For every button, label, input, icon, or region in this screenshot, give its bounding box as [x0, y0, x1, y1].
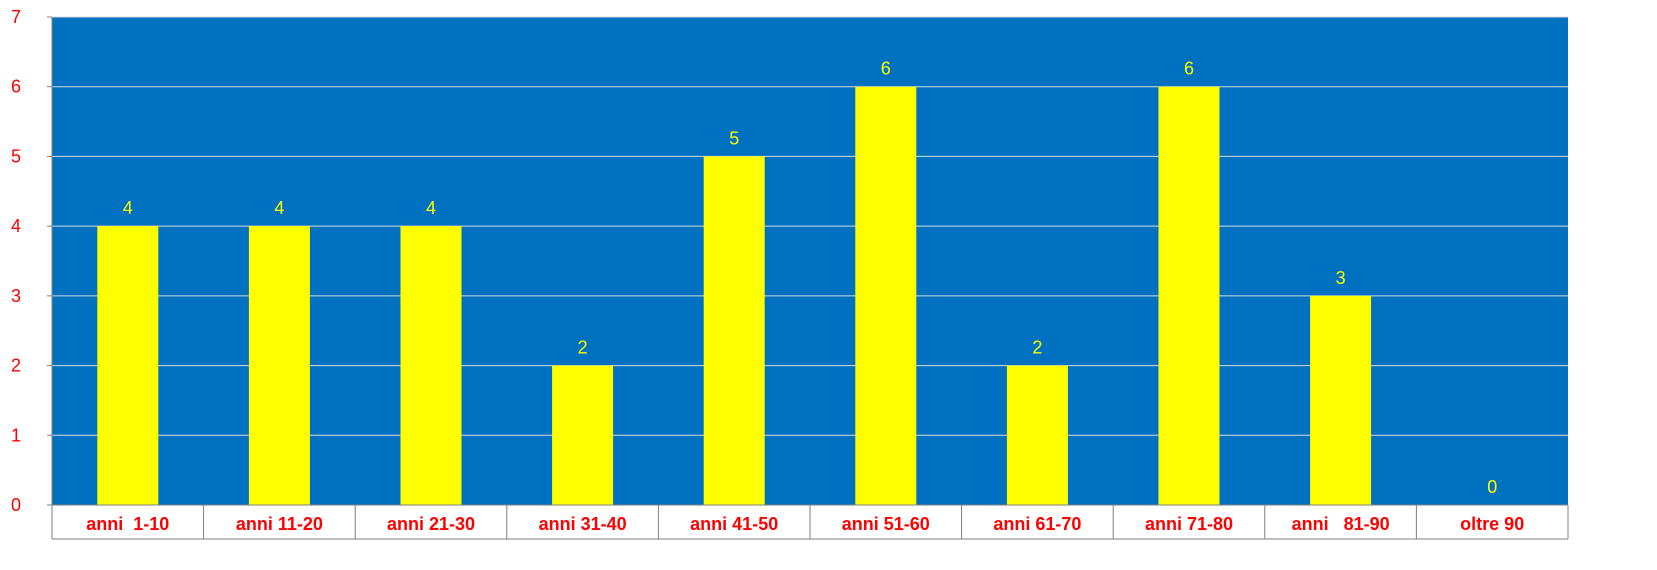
category-label-4: anni 31-40 [539, 514, 627, 534]
y-tick-label-7: 7 [11, 7, 21, 27]
data-label-1: 4 [123, 198, 133, 218]
data-labels: 4 4 4 2 5 6 2 6 3 0 [123, 59, 1497, 497]
category-label-5: anni 41-50 [690, 514, 778, 534]
data-label-10: 0 [1487, 477, 1497, 497]
bar-8 [1158, 86, 1220, 505]
data-label-2: 4 [274, 198, 284, 218]
y-tick-label-6: 6 [11, 77, 21, 97]
y-tick-label-2: 2 [11, 356, 21, 376]
data-label-6: 6 [881, 59, 891, 79]
category-label-6: anni 51-60 [842, 514, 930, 534]
category-label-3: anni 21-30 [387, 514, 475, 534]
data-label-8: 6 [1184, 59, 1194, 79]
data-label-3: 4 [426, 198, 436, 218]
category-label-2: anni 11-20 [236, 514, 323, 534]
category-label-7: anni 61-70 [993, 514, 1081, 534]
x-category-labels: anni 1-10 anni 11-20 anni 21-30 anni 31-40 a… [86, 514, 1524, 534]
data-label-7: 2 [1032, 338, 1042, 358]
y-tick-label-1: 1 [11, 425, 21, 445]
bar-6 [855, 86, 917, 505]
category-label-8: anni 71-80 [1145, 514, 1233, 534]
bars [97, 86, 1372, 505]
category-label-9: anni 81-90 [1292, 514, 1390, 534]
bar-7 [1006, 365, 1068, 505]
category-label-1: anni 1-10 [86, 514, 169, 534]
bar-9 [1310, 295, 1372, 505]
data-label-4: 2 [578, 338, 588, 358]
axes [51, 17, 1569, 540]
bar-1 [97, 226, 159, 505]
data-label-9: 3 [1336, 268, 1346, 288]
bar-4 [552, 365, 614, 505]
category-label-10: oltre 90 [1460, 514, 1524, 534]
bar-3 [400, 226, 462, 505]
bar-5 [703, 156, 765, 505]
data-label-5: 5 [729, 128, 739, 148]
y-tick-labels: 0 1 2 3 4 5 6 7 [11, 7, 52, 515]
y-tick-label-0: 0 [11, 495, 21, 515]
bar-2 [248, 226, 310, 505]
y-tick-label-3: 3 [11, 286, 21, 306]
y-tick-label-5: 5 [11, 146, 21, 166]
y-tick-label-4: 4 [11, 216, 21, 236]
